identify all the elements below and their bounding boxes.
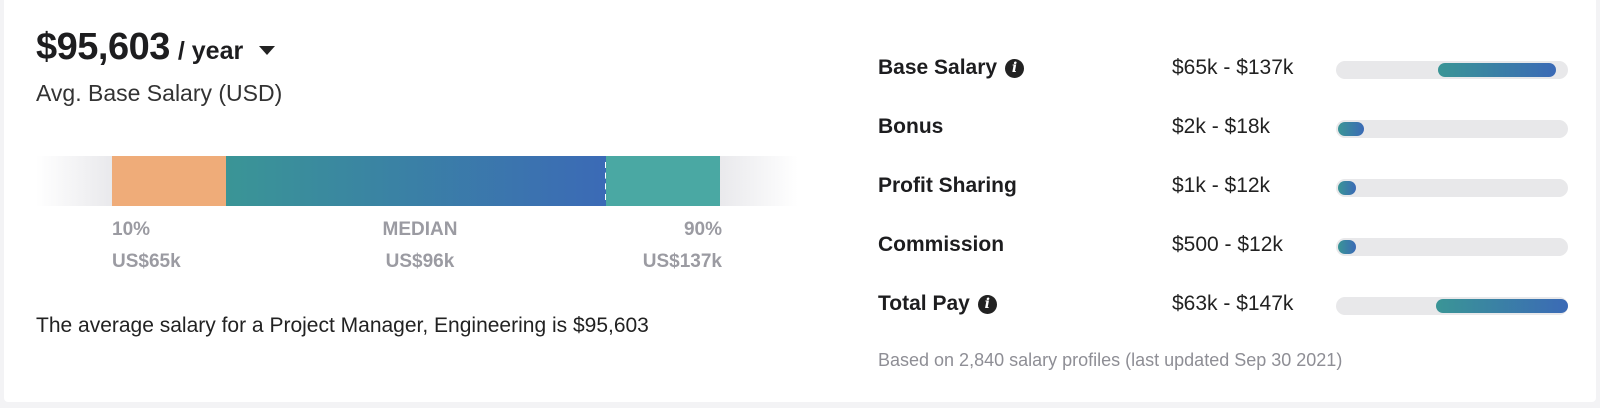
component-range-fill — [1338, 181, 1356, 195]
component-label: Base Salary — [878, 56, 998, 79]
range-fade-right — [720, 156, 798, 206]
median-value: US$96k — [385, 251, 455, 272]
percentile-90-value: US$137k — [642, 251, 722, 272]
component-row-bonus: Bonus $2k - $18k — [878, 109, 1578, 149]
component-range: $500 - $12k — [1172, 233, 1283, 256]
component-row-base-salary: Base Salary i $65k - $137k — [878, 50, 1578, 90]
range-segment-high — [606, 156, 720, 206]
percentile-10-pct: 10% — [112, 219, 151, 240]
component-label: Commission — [878, 233, 1005, 256]
avg-base-salary-label: Avg. Base Salary (USD) — [36, 80, 283, 106]
component-label: Bonus — [878, 115, 944, 138]
salary-footnote: Based on 2,840 salary profiles (last upd… — [878, 350, 1343, 370]
percentile-90-label: 90% US$137k — [564, 214, 722, 278]
component-range: $2k - $18k — [1172, 115, 1271, 138]
component-range-track — [1336, 297, 1568, 315]
component-row-commission: Commission $500 - $12k — [878, 227, 1578, 267]
salary-card: $95,603 / year Avg. Base Salary (USD) 10… — [4, 0, 1596, 402]
component-name: Bonus — [878, 115, 943, 139]
component-name: Profit Sharing — [878, 174, 1017, 198]
component-range-fill — [1436, 299, 1568, 313]
pay-period-label: / year — [177, 37, 244, 65]
component-range-track — [1336, 61, 1568, 79]
component-range-fill — [1438, 63, 1556, 77]
percentile-90-pct: 90% — [683, 219, 722, 240]
median-label: MEDIAN US$96k — [320, 214, 520, 278]
component-range: $65k - $137k — [1172, 56, 1294, 79]
component-label: Profit Sharing — [878, 174, 1017, 197]
range-segment-median — [226, 156, 607, 206]
component-name: Commission — [878, 233, 1004, 257]
pay-period-dropdown-icon[interactable] — [259, 46, 276, 55]
percentile-10-label: 10% US$65k — [112, 214, 181, 278]
median-pct: MEDIAN — [382, 219, 458, 240]
salary-amount-row: $95,603 / year — [36, 26, 276, 69]
percentile-10-value: US$65k — [112, 251, 181, 272]
salary-range-bar — [36, 156, 798, 206]
range-segment-low — [112, 156, 226, 206]
range-fade-left — [36, 156, 112, 206]
component-range: $63k - $147k — [1172, 292, 1294, 315]
component-range-track — [1336, 238, 1568, 256]
component-range-track — [1336, 179, 1568, 197]
info-circle-icon[interactable]: i — [1005, 58, 1025, 78]
info-circle-icon[interactable]: i — [977, 294, 997, 314]
component-range: $1k - $12k — [1172, 174, 1271, 197]
component-range-track — [1336, 120, 1568, 138]
average-salary-amount: $95,603 — [36, 26, 170, 68]
component-range-fill — [1338, 122, 1364, 136]
component-name: Base Salary i — [878, 56, 1025, 80]
component-name: Total Pay i — [878, 292, 997, 316]
component-label: Total Pay — [878, 292, 970, 315]
component-row-profit-sharing: Profit Sharing $1k - $12k — [878, 168, 1578, 208]
component-row-total-pay: Total Pay i $63k - $147k — [878, 286, 1578, 326]
salary-description: The average salary for a Project Manager… — [36, 314, 649, 337]
component-range-fill — [1338, 240, 1356, 254]
